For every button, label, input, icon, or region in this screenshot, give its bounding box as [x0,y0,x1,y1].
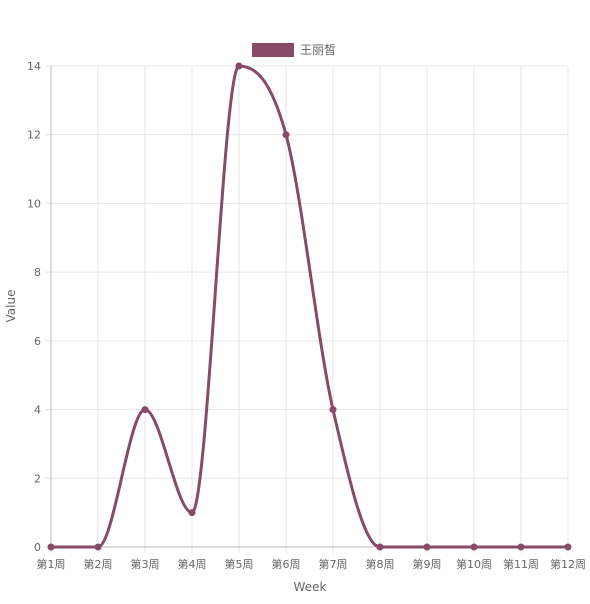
x-tick-label: 第12周 [550,557,586,571]
y-tick-label: 6 [34,335,41,348]
data-point[interactable] [564,543,572,551]
x-tick-label: 第1周 [37,557,66,571]
data-point[interactable] [94,543,102,551]
series-lines [49,64,570,549]
y-tick-labels: 0 2 4 6 8 10 12 14 [27,60,41,554]
y-axis-title: Value [4,290,18,323]
data-point[interactable] [329,406,337,414]
data-point[interactable] [423,543,431,551]
data-point[interactable] [470,543,478,551]
data-point[interactable] [282,131,290,139]
x-tick-label: 第8周 [366,557,395,571]
legend-label[interactable]: 王丽皙 [300,42,336,57]
data-point[interactable] [235,62,243,70]
x-tick-label: 第11周 [503,557,539,571]
series-points [47,62,572,551]
axes [50,66,568,548]
x-tick-label: 第6周 [272,557,301,571]
y-tick-label: 0 [34,541,41,554]
series-line [49,64,570,549]
x-tick-label: 第5周 [225,557,254,571]
legend[interactable]: 王丽皙 [252,42,336,57]
y-tick-label: 8 [34,266,41,279]
y-tick-label: 4 [34,404,41,417]
data-point[interactable] [141,406,149,414]
legend-swatch[interactable] [252,43,294,57]
grid [45,65,569,553]
data-point[interactable] [517,543,525,551]
y-tick-label: 12 [27,129,41,142]
data-point[interactable] [376,543,384,551]
x-tick-label: 第7周 [319,557,348,571]
x-tick-label: 第4周 [178,557,207,571]
y-tick-label: 2 [34,472,41,485]
x-tick-label: 第10周 [456,557,492,571]
x-axis-title: Week [294,580,327,594]
data-point[interactable] [47,543,55,551]
x-tick-labels: 第1周 第2周 第3周 第4周 第5周 第6周 第7周 第8周 第9周 第10周 第11周 第12周 [37,557,587,571]
x-tick-label: 第2周 [84,557,113,571]
data-point[interactable] [188,509,196,517]
y-tick-label: 10 [27,197,41,210]
y-tick-label: 14 [27,60,41,73]
x-tick-label: 第9周 [413,557,442,571]
x-tick-label: 第3周 [131,557,160,571]
